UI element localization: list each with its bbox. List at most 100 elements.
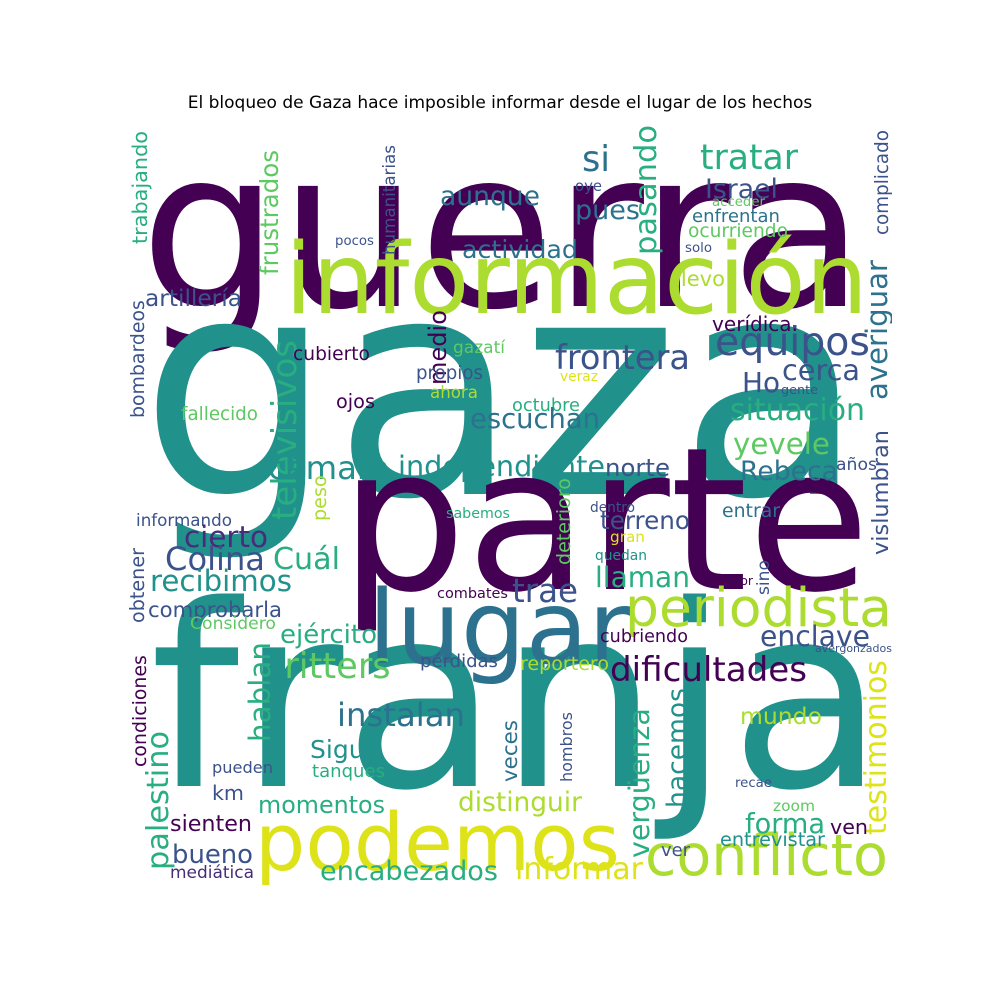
word-rebeca: Rebeca xyxy=(740,455,838,487)
word-bueno: bueno xyxy=(172,839,253,870)
word-terreno: terreno xyxy=(600,505,690,535)
word-enclave: enclave xyxy=(760,619,870,653)
word-oye: oye xyxy=(575,178,602,196)
word-aunque: aunque xyxy=(440,181,540,213)
word-cual: Cuál xyxy=(273,541,340,577)
word-hablan: hablan xyxy=(243,642,278,742)
word-conflicto: conflicto xyxy=(645,822,888,885)
word-franja: franja xyxy=(150,551,885,847)
word-instalan: instalan xyxy=(337,695,465,734)
word-humanitarias: humanitarias xyxy=(379,145,399,255)
word-sienten: sienten xyxy=(170,810,252,837)
word-averiguar: averiguar xyxy=(859,260,892,400)
word-recibimos: recibimos xyxy=(150,563,292,598)
word-considero: Considero xyxy=(190,614,276,635)
word-cubriendo: cubriendo xyxy=(600,627,688,648)
word-lugar: lugar xyxy=(368,568,630,688)
word-vislumbran: vislumbran xyxy=(867,430,892,555)
word-enfrentan: enfrentan xyxy=(692,205,780,227)
word-solo: solo xyxy=(685,241,712,257)
word-reportero: reportero xyxy=(520,653,609,676)
word-cerca: cerca xyxy=(782,352,860,387)
word-gaza: gaza xyxy=(140,212,865,567)
word-escuchan: escuchan xyxy=(470,404,600,436)
word-si: si xyxy=(581,139,611,181)
word-gente: gente xyxy=(781,383,818,399)
word-ver: ver xyxy=(661,840,690,862)
word-guerra: guerra xyxy=(140,121,865,358)
word-quedan: quedan xyxy=(595,548,647,565)
word-zoom: zoom xyxy=(773,796,815,815)
word-gran: gran xyxy=(610,527,645,546)
word-momentos: momentos xyxy=(258,791,385,820)
word-cierto: cierto xyxy=(184,519,268,554)
word-situacion: situación xyxy=(730,393,865,429)
word-frustrados: frustrados xyxy=(254,150,284,275)
word-frontera: frontera xyxy=(555,337,690,377)
figure-title: El bloqueo de Gaza hace imposible inform… xyxy=(187,93,813,113)
word-tratar: tratar xyxy=(700,138,798,179)
word-cubierto: cubierto xyxy=(293,344,370,366)
word-verguenza: vergüenza xyxy=(622,708,656,858)
word-ejercito: ejército xyxy=(280,619,377,650)
word-informar: informar xyxy=(515,852,643,885)
word-dificultades: dificultades xyxy=(610,649,807,690)
word-sino: sino xyxy=(754,560,775,595)
word-propios: propios xyxy=(416,362,483,384)
word-ven: ven xyxy=(830,814,868,839)
word-llevo: llevo xyxy=(675,266,725,292)
word-ocurriendo: ocurriendo xyxy=(688,221,788,243)
word-actividad: actividad xyxy=(462,235,578,265)
word-veraz: veraz xyxy=(560,368,598,385)
word-parte: parte xyxy=(340,403,870,636)
word-encabezados: encabezados xyxy=(320,855,498,885)
word-sigue: Sigue xyxy=(310,734,380,764)
word-pues: pues xyxy=(575,194,640,226)
word-mundo: mundo xyxy=(740,702,822,731)
word-distinguir: distinguir xyxy=(458,787,582,819)
word-acceder: acceder xyxy=(712,195,765,211)
word-sabemos: sabemos xyxy=(446,505,510,522)
word-fallecido: fallecido xyxy=(181,404,258,426)
word-anos: años xyxy=(836,455,877,476)
word-veces: veces xyxy=(498,720,524,782)
word-pasando: pasando xyxy=(629,125,665,255)
word-periodista: periodista xyxy=(625,575,892,639)
word-comprobarla: comprobarla xyxy=(148,597,282,623)
word-independiente: independiente xyxy=(398,449,605,484)
word-bombardeos: bombardeos xyxy=(128,300,149,418)
word-televisivos: televisivos xyxy=(265,340,305,520)
word-deterioro: deterioro xyxy=(553,478,576,565)
word-ojos: ojos xyxy=(336,390,375,414)
word-pocos: pocos xyxy=(335,233,374,249)
word-palestino: palestino xyxy=(140,730,176,870)
word-hacemos: hacemos xyxy=(662,688,694,808)
word-octubre: octubre xyxy=(512,396,580,417)
word-informando: informando xyxy=(136,510,232,531)
word-informacion: información xyxy=(285,222,868,337)
word-camara: cámara xyxy=(268,449,390,488)
word-dentro: dentro xyxy=(590,499,635,516)
word-obtener: obtener xyxy=(128,548,149,623)
word-perdidas: pérdidas xyxy=(420,651,498,673)
word-testimonios: testimonios xyxy=(858,660,892,835)
word-colina: Colina xyxy=(165,540,265,579)
word-israel: Israel xyxy=(705,173,778,205)
word-recae: recae xyxy=(735,775,772,791)
word-yevele: yevele xyxy=(733,427,830,462)
word-entrevistar: entrevistar xyxy=(720,828,825,852)
word-artilleria: artillería xyxy=(145,285,242,313)
word-podemos: podemos xyxy=(255,795,620,885)
word-norte: norte xyxy=(605,453,670,483)
word-ahora: ahora xyxy=(430,382,478,402)
word-hombros: hombros xyxy=(556,712,576,782)
word-mediatica: mediática xyxy=(170,862,254,883)
word-trabajando: trabajando xyxy=(128,130,152,245)
word-km: km xyxy=(212,781,244,806)
word-cloud: guerra gaza parte franja información lugar pod… xyxy=(128,121,892,885)
word-llaman: llaman xyxy=(595,561,690,595)
word-peor: peor xyxy=(725,574,753,589)
word-entrar: entrar xyxy=(722,500,780,522)
word-avergonzados: avergonzados xyxy=(815,641,892,655)
word-ho: Ho xyxy=(742,365,780,399)
